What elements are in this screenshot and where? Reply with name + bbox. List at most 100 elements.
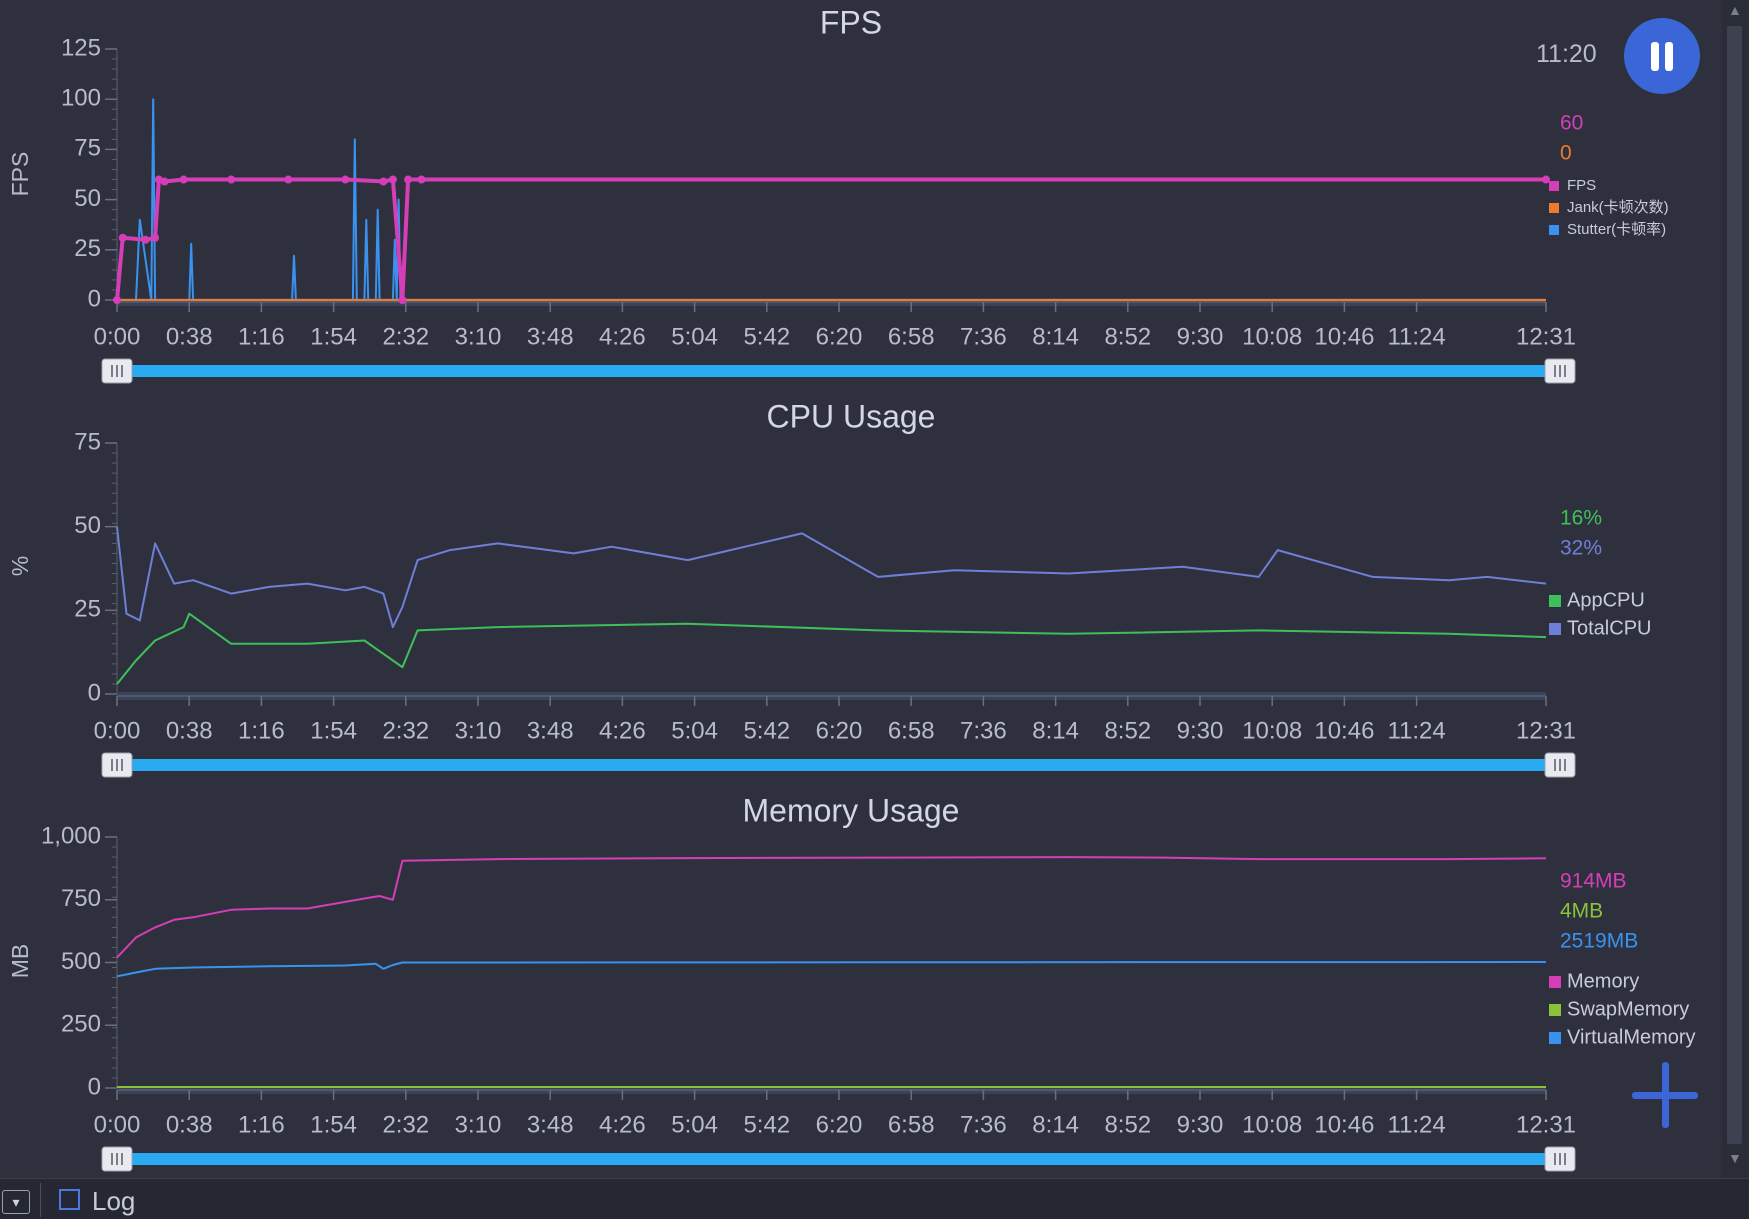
current-value: 60 bbox=[1560, 112, 1583, 135]
x-tick-label: 4:26 bbox=[599, 717, 646, 744]
range-slider-2[interactable] bbox=[101, 1146, 1576, 1172]
range-slider-1[interactable] bbox=[101, 752, 1576, 778]
series-line-0 bbox=[115, 177, 1546, 302]
x-tick-label: 5:42 bbox=[743, 717, 790, 744]
x-tick-label: 1:54 bbox=[310, 323, 357, 350]
legend-label: AppCPU bbox=[1567, 589, 1645, 611]
current-value: 4MB bbox=[1560, 900, 1603, 923]
x-tick-label: 10:08 bbox=[1242, 717, 1302, 744]
x-tick-label: 12:31 bbox=[1516, 323, 1576, 350]
x-tick-label: 11:24 bbox=[1387, 1111, 1445, 1138]
y-axis-label: MB bbox=[7, 944, 33, 979]
current-value: 2519MB bbox=[1560, 930, 1638, 953]
scrollbar-thumb[interactable] bbox=[1727, 26, 1742, 1144]
y-tick-label: 75 bbox=[74, 135, 101, 162]
current-value: 914MB bbox=[1560, 870, 1627, 893]
series-line-0 bbox=[116, 856, 1547, 959]
slider-handle-start[interactable] bbox=[101, 358, 133, 384]
x-tick-label: 6:20 bbox=[816, 1111, 863, 1138]
x-tick-label: 4:26 bbox=[599, 1111, 646, 1138]
log-label: Log bbox=[92, 1186, 136, 1216]
x-tick-label: 0:00 bbox=[94, 1111, 141, 1138]
fps-point bbox=[284, 175, 293, 184]
x-tick-label: 9:30 bbox=[1177, 717, 1224, 744]
footer-bar: ▾ Log bbox=[0, 1178, 1749, 1219]
y-tick-label: 100 bbox=[61, 85, 101, 112]
legend-swatch bbox=[1549, 976, 1561, 988]
x-tick-label: 9:30 bbox=[1177, 1111, 1224, 1138]
x-tick-label: 7:36 bbox=[960, 717, 1007, 744]
series-line-0 bbox=[116, 612, 1547, 685]
y-axis-label: % bbox=[7, 556, 33, 576]
pause-button[interactable] bbox=[1624, 18, 1700, 94]
x-tick-label: 1:54 bbox=[310, 717, 357, 744]
y-tick-label: 75 bbox=[74, 428, 101, 455]
pause-icon-bar bbox=[1665, 42, 1673, 71]
x-tick-label: 5:04 bbox=[671, 323, 718, 350]
fps-point bbox=[1542, 175, 1550, 184]
x-tick-label: 5:04 bbox=[671, 1111, 718, 1138]
add-button[interactable] bbox=[1630, 1060, 1700, 1130]
legend-label: Stutter(卡顿率) bbox=[1567, 221, 1666, 238]
x-tick-label: 8:52 bbox=[1104, 717, 1151, 744]
log-checkbox[interactable] bbox=[59, 1189, 80, 1210]
x-tick-label: 0:00 bbox=[94, 323, 141, 350]
slider-handle-end[interactable] bbox=[1544, 1146, 1576, 1172]
legend-label: VirtualMemory bbox=[1567, 1026, 1696, 1048]
x-tick-label: 6:20 bbox=[816, 717, 863, 744]
legend-label: FPS bbox=[1567, 177, 1596, 194]
x-tick-label: 9:30 bbox=[1177, 323, 1224, 350]
chart-title: Memory Usage bbox=[743, 792, 960, 828]
fps-point bbox=[341, 175, 350, 184]
plus-icon-stroke bbox=[1662, 1062, 1669, 1128]
legend-label: Jank(卡顿次数) bbox=[1567, 199, 1669, 216]
x-tick-label: 7:36 bbox=[960, 1111, 1007, 1138]
x-tick-label: 1:16 bbox=[238, 1111, 285, 1138]
y-axis-label: FPS bbox=[7, 152, 33, 197]
y-tick-label: 500 bbox=[61, 948, 101, 975]
slider-track bbox=[117, 365, 1560, 377]
x-tick-label: 6:58 bbox=[888, 1111, 935, 1138]
slider-handle-start[interactable] bbox=[101, 752, 133, 778]
vertical-scrollbar[interactable]: ▲ ▼ bbox=[1722, 0, 1749, 1178]
x-tick-label: 5:42 bbox=[743, 1111, 790, 1138]
x-tick-label: 3:48 bbox=[527, 717, 574, 744]
scroll-up-arrow-icon[interactable]: ▲ bbox=[1728, 2, 1742, 18]
fps-point bbox=[118, 233, 127, 242]
slider-handle-end[interactable] bbox=[1544, 358, 1576, 384]
x-tick-label: 6:58 bbox=[888, 717, 935, 744]
slider-track bbox=[117, 1153, 1560, 1165]
y-tick-label: 50 bbox=[74, 185, 101, 212]
x-tick-label: 3:10 bbox=[455, 717, 502, 744]
series-line-2 bbox=[117, 98, 1546, 301]
legend-swatch bbox=[1549, 623, 1561, 635]
x-tick-label: 8:52 bbox=[1104, 1111, 1151, 1138]
x-tick-label: 12:31 bbox=[1516, 717, 1576, 744]
collapse-button[interactable]: ▾ bbox=[2, 1190, 30, 1214]
x-tick-label: 0:38 bbox=[166, 323, 213, 350]
slider-handle-end[interactable] bbox=[1544, 752, 1576, 778]
scroll-down-arrow-icon[interactable]: ▼ bbox=[1728, 1150, 1742, 1166]
chart-0: FPS FPS 125 100 75 50 25 0 0:00 0:38 1:16 1:54 2:32 3… bbox=[7, 4, 1669, 350]
pause-icon bbox=[1651, 42, 1659, 71]
fps-point bbox=[141, 235, 150, 244]
range-slider-0[interactable] bbox=[101, 358, 1576, 384]
slider-handle-start[interactable] bbox=[101, 1146, 133, 1172]
x-tick-label: 5:42 bbox=[743, 323, 790, 350]
x-tick-label: 8:14 bbox=[1032, 1111, 1079, 1138]
fps-point bbox=[388, 175, 397, 184]
fps-point bbox=[379, 177, 388, 186]
slider-track bbox=[117, 759, 1560, 771]
y-tick-label: 250 bbox=[61, 1011, 101, 1038]
fps-point bbox=[227, 175, 236, 184]
series-line-2 bbox=[116, 961, 1547, 978]
fps-point bbox=[179, 175, 188, 184]
x-tick-label: 8:52 bbox=[1104, 323, 1151, 350]
x-tick-label: 2:32 bbox=[382, 1111, 429, 1138]
y-tick-label: 25 bbox=[74, 596, 101, 623]
legend-label: TotalCPU bbox=[1567, 617, 1651, 639]
x-tick-label: 3:10 bbox=[455, 1111, 502, 1138]
fps-point bbox=[404, 175, 413, 184]
x-tick-label: 2:32 bbox=[382, 323, 429, 350]
